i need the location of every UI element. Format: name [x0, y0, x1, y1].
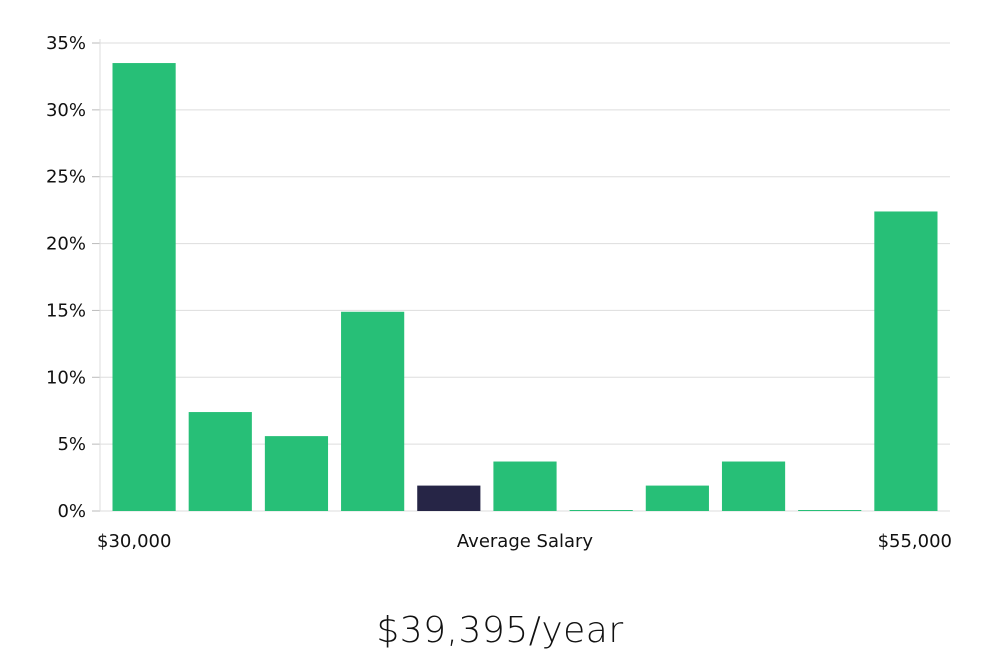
bar: [721, 461, 786, 511]
y-tick-label: 0%: [57, 501, 86, 522]
x-max-label: $55,000: [878, 531, 952, 552]
y-tick-label: 10%: [46, 367, 86, 388]
x-min-label: $30,000: [97, 531, 171, 552]
bar: [112, 63, 176, 512]
bar: [493, 461, 557, 511]
y-tick-label: 15%: [46, 300, 86, 321]
bar: [798, 510, 862, 511]
y-tick-label: 5%: [57, 434, 86, 455]
grid-lines: [100, 42, 950, 512]
bar-highlighted: [417, 485, 481, 511]
x-axis-title: Average Salary: [457, 531, 594, 552]
bar: [645, 485, 709, 511]
y-tick-label: 35%: [46, 33, 86, 54]
bar: [264, 436, 329, 511]
bar: [569, 510, 633, 511]
bar: [188, 412, 252, 511]
y-axis-ticks: 0% 5% 10% 15% 20% 25% 30% 35%: [46, 33, 100, 522]
y-tick-label: 25%: [46, 167, 86, 188]
y-tick-label: 20%: [46, 234, 86, 255]
bars: [112, 63, 938, 512]
bar: [874, 211, 938, 512]
y-tick-label: 30%: [46, 100, 86, 121]
bar: [341, 311, 405, 511]
salary-histogram-chart: 0% 5% 10% 15% 20% 25% 30% 35% $30,000 Average S…: [46, 33, 952, 552]
average-salary-value: $39,395/year: [376, 610, 624, 651]
